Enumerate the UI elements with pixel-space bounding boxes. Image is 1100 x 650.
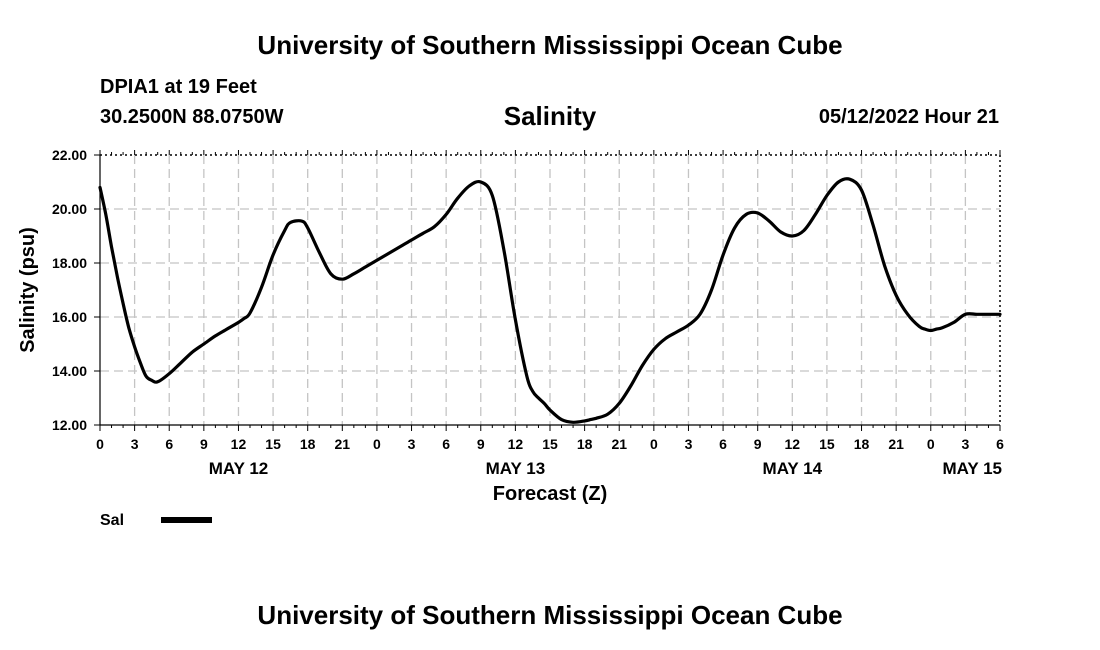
x-tick-label: 0 — [373, 436, 381, 452]
x-tick-label: 21 — [335, 436, 351, 452]
series-layer — [98, 177, 1002, 424]
x-tick-label: 15 — [542, 436, 558, 452]
x-tick-label: 3 — [685, 436, 693, 452]
x-tick-label: 12 — [508, 436, 524, 452]
legend: Sal — [100, 512, 212, 529]
x-tick-label: 6 — [442, 436, 450, 452]
y-tick-label: 20.00 — [52, 201, 87, 217]
x-tick-label: 18 — [300, 436, 316, 452]
station-coordinates: 30.2500N 88.0750W — [100, 106, 284, 128]
x-tick-label: 6 — [719, 436, 727, 452]
x-tick-label: 9 — [200, 436, 208, 452]
x-tick-label: 15 — [265, 436, 281, 452]
x-tick-label: 3 — [131, 436, 139, 452]
x-tick-label: 0 — [650, 436, 658, 452]
x-tick-label: 3 — [408, 436, 416, 452]
y-axis-title: Salinity (psu) — [17, 227, 39, 353]
x-tick-label: 0 — [927, 436, 935, 452]
x-axis-title: Forecast (Z) — [493, 483, 607, 505]
x-tick-label: 21 — [611, 436, 627, 452]
legend-label: Sal — [100, 512, 124, 529]
y-tick-label: 18.00 — [52, 255, 87, 271]
x-tick-label: 21 — [888, 436, 904, 452]
x-tick-label: 6 — [996, 436, 1004, 452]
station-label: DPIA1 at 19 Feet — [100, 76, 257, 98]
y-tick-label: 14.00 — [52, 363, 87, 379]
grid-lines — [100, 155, 1000, 425]
chart-main-title: University of Southern Mississippi Ocean… — [257, 30, 843, 60]
date-label: MAY 15 — [942, 459, 1002, 478]
y-tick-label: 16.00 — [52, 309, 87, 325]
x-tick-label: 18 — [854, 436, 870, 452]
footer-title: University of Southern Mississippi Ocean… — [257, 600, 843, 630]
x-tick-label: 12 — [785, 436, 801, 452]
x-tick-label: 18 — [577, 436, 593, 452]
date-label: MAY 14 — [763, 459, 823, 478]
y-tick-label: 12.00 — [52, 417, 87, 433]
x-tick-label: 0 — [96, 436, 104, 452]
date-label: MAY 13 — [486, 459, 546, 478]
x-tick-label: 9 — [754, 436, 762, 452]
forecast-timestamp: 05/12/2022 Hour 21 — [818, 106, 999, 128]
series-line-sal — [98, 177, 1002, 424]
variable-title: Salinity — [503, 101, 597, 131]
x-tick-label: 15 — [819, 436, 835, 452]
axis-labels: 12.00 14.00 16.00 18.00 20.00 22.00 0 3 6 9 12 15 18… — [17, 147, 1004, 505]
y-tick-label: 22.00 — [52, 147, 87, 163]
axis-ticks — [94, 150, 1001, 431]
x-tick-label: 9 — [477, 436, 485, 452]
x-tick-label: 3 — [961, 436, 969, 452]
x-tick-label: 6 — [165, 436, 173, 452]
x-tick-label: 12 — [231, 436, 247, 452]
date-label: MAY 12 — [209, 459, 269, 478]
